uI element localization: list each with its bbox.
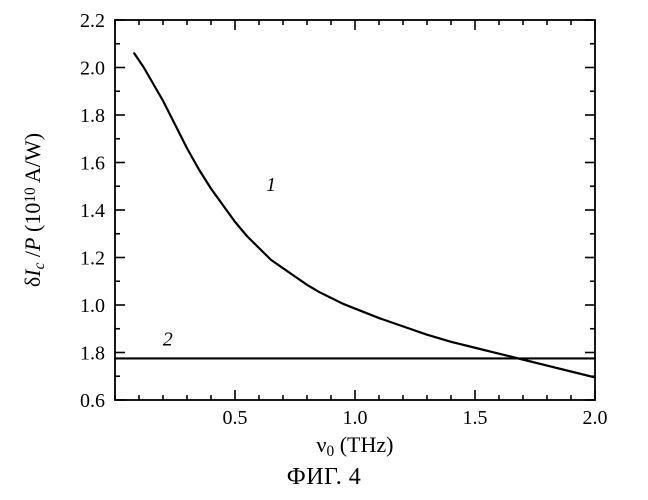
figure-caption: ФИГ. 4	[0, 464, 648, 491]
svg-text:0.6: 0.6	[80, 390, 105, 412]
svg-text:1.2: 1.2	[80, 248, 105, 270]
svg-text:1.0: 1.0	[343, 407, 368, 429]
svg-text:1.0: 1.0	[80, 295, 105, 317]
svg-text:1.8: 1.8	[80, 105, 105, 127]
svg-text:1.4: 1.4	[80, 200, 105, 222]
svg-text:ν0 (THz): ν0 (THz)	[317, 432, 394, 460]
chart-svg: 0.5 1.0 1.5 2.0 0.6 1.8 1.0 1.2 1.4 1.6 1.8 2.0 2.2 1…	[0, 0, 648, 460]
svg-text:1: 1	[266, 174, 276, 196]
svg-text:2.2: 2.2	[80, 10, 105, 32]
svg-text:2: 2	[163, 328, 173, 350]
svg-text:2.0: 2.0	[80, 58, 105, 80]
svg-text:1.8: 1.8	[80, 343, 105, 365]
svg-text:1.6: 1.6	[80, 153, 105, 175]
svg-text:0.5: 0.5	[223, 407, 248, 429]
svg-text:2.0: 2.0	[583, 407, 608, 429]
svg-text:1.5: 1.5	[463, 407, 488, 429]
svg-text:δIc /P (1010 A/W): δIc /P (1010 A/W)	[20, 133, 48, 287]
